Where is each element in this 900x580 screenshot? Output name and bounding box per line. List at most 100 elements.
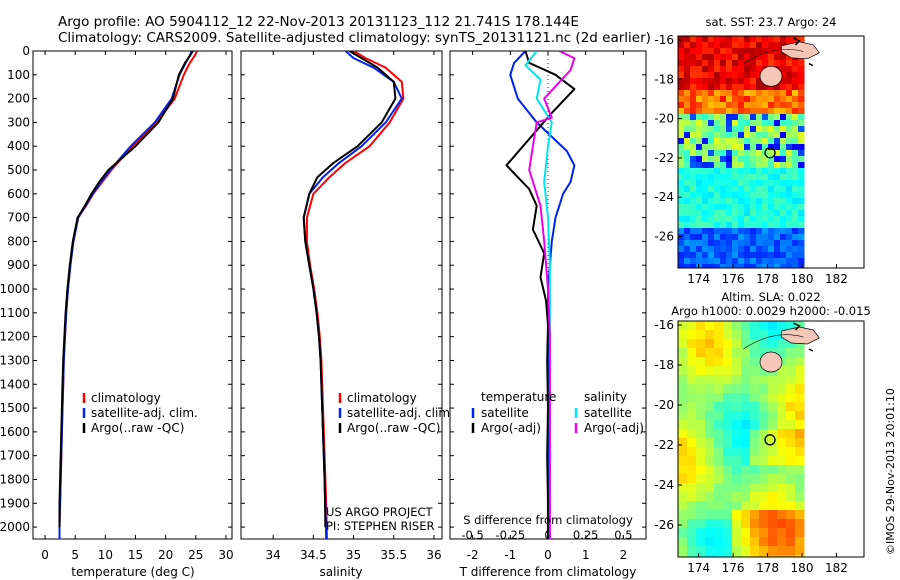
map-cell [798, 90, 805, 97]
map-cell [780, 54, 787, 61]
map-cell [714, 210, 721, 217]
map-cell [792, 66, 799, 73]
map-cell [690, 180, 697, 187]
map-cell [777, 447, 787, 457]
map-cell [696, 132, 703, 139]
legend-label: climatology [91, 391, 161, 405]
y-tick-label: 1000 [0, 282, 30, 296]
map-cell [723, 546, 733, 556]
map-cell [756, 54, 763, 61]
map-cell [786, 519, 796, 529]
map-cell [726, 246, 733, 253]
legend-title-salinity: salinity [584, 390, 627, 404]
map-cell [750, 150, 757, 157]
map-cell [690, 96, 697, 103]
map-cell [696, 492, 706, 502]
map-cell [690, 156, 697, 163]
map-cell [786, 483, 796, 493]
map-cell [768, 537, 778, 547]
map-cell [684, 156, 691, 163]
map-cell [723, 465, 733, 475]
map-cell [744, 138, 751, 145]
map-cell [696, 102, 703, 109]
difference-panel: -2 -1 0 1 2-0.5 -0.25 0 0.25 0.5 temperature sali… [449, 50, 647, 579]
map-cell [714, 411, 724, 421]
map-cell [723, 330, 733, 340]
map-cell [741, 555, 751, 557]
map-cell [723, 366, 733, 376]
map-cell [726, 150, 733, 157]
map-cell [768, 429, 778, 439]
map-cell [690, 102, 697, 109]
map-cell [744, 78, 751, 85]
map-cell [720, 234, 727, 241]
map-cell [696, 375, 706, 385]
map-cell [708, 42, 715, 49]
map-cell [714, 537, 724, 547]
map-cell [774, 258, 781, 265]
map-cell [750, 96, 757, 103]
map-cell [798, 198, 805, 205]
map-cell [741, 339, 751, 349]
map-cell [774, 138, 781, 145]
map-cell [777, 528, 787, 538]
map-cell [750, 114, 757, 121]
map-cell [732, 138, 739, 145]
map-cell [744, 108, 751, 115]
map-cell [768, 258, 775, 265]
map-cell [696, 228, 703, 235]
map-cell [732, 519, 742, 529]
map-cell [702, 264, 709, 268]
map-cell [774, 228, 781, 235]
map-cell [678, 420, 688, 430]
map-cell [762, 102, 769, 109]
map-cell [774, 204, 781, 211]
map-cell [678, 36, 685, 43]
temperature-panel: 0 5 10 15 20 25 300100200300400500600700800900… [0, 44, 234, 579]
map-cell [678, 528, 688, 538]
map-cell [744, 114, 751, 121]
map-cell [732, 228, 739, 235]
map-cell [756, 144, 763, 151]
map-cell [684, 186, 691, 193]
map-cell [762, 144, 769, 151]
map-cell [768, 240, 775, 247]
map-cell [786, 198, 793, 205]
map-cell [696, 138, 703, 145]
map-cell [750, 42, 757, 49]
map-cell [792, 246, 799, 253]
map-cell [744, 36, 751, 43]
map-cell [714, 222, 721, 229]
map-cell [744, 234, 751, 241]
map-cell [762, 90, 769, 97]
map-cell [780, 198, 787, 205]
map-cell [768, 393, 778, 403]
map-cell [702, 174, 709, 181]
map-cell [756, 198, 763, 205]
map-cell [750, 510, 760, 520]
map-cell [714, 54, 721, 61]
map-cell [738, 48, 745, 55]
map-cell [714, 108, 721, 115]
map-cell [750, 465, 760, 475]
map-cell [768, 180, 775, 187]
map-cell [738, 210, 745, 217]
map-cell [768, 234, 775, 241]
map-cell [705, 420, 715, 430]
x-tick-label: 2 [620, 548, 628, 562]
map-cell [738, 168, 745, 175]
map-cell [750, 78, 757, 85]
map-cell [762, 210, 769, 217]
map-cell [786, 258, 793, 265]
map-cell [720, 162, 727, 169]
map-cell [777, 537, 787, 547]
map-cell [798, 258, 805, 265]
map-cell [702, 216, 709, 223]
map-cell [756, 138, 763, 145]
map-cell [744, 252, 751, 259]
map-cell [744, 174, 751, 181]
map-cell [780, 126, 787, 133]
map-cell [798, 252, 805, 259]
x-tick-label: 1 [582, 548, 590, 562]
map-cell [750, 321, 760, 331]
